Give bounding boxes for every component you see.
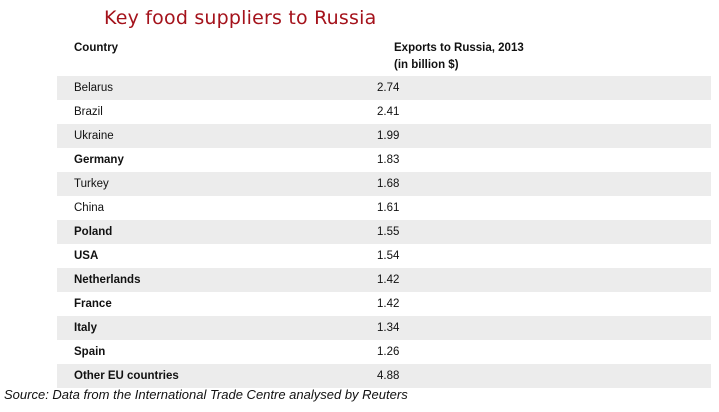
value-cell: 1.42 xyxy=(377,274,400,286)
table-row: Other EU countries 4.88 xyxy=(57,364,711,388)
country-cell: Brazil xyxy=(74,106,103,118)
value-cell: 1.26 xyxy=(377,346,400,358)
table-row: China 1.61 xyxy=(57,196,711,220)
value-cell: 1.83 xyxy=(377,154,400,166)
data-table: Belarus 2.74 Brazil 2.41 Ukraine 1.99 Germany 1… xyxy=(57,76,711,388)
country-cell: Germany xyxy=(74,154,124,166)
value-cell: 4.88 xyxy=(377,370,400,382)
table-row: Germany 1.83 xyxy=(57,148,711,172)
value-cell: 1.99 xyxy=(377,130,400,142)
country-cell: Belarus xyxy=(74,82,113,94)
value-cell: 1.54 xyxy=(377,250,400,262)
table-row: Brazil 2.41 xyxy=(57,100,711,124)
column-header-exports-unit: (in billion $) xyxy=(394,59,459,71)
table-row: Italy 1.34 xyxy=(57,316,711,340)
value-cell: 1.34 xyxy=(377,322,400,334)
country-cell: Ukraine xyxy=(74,130,114,142)
table-row: France 1.42 xyxy=(57,292,711,316)
value-cell: 1.42 xyxy=(377,298,400,310)
table-row: Poland 1.55 xyxy=(57,220,711,244)
country-cell: China xyxy=(74,202,105,214)
country-cell: Other EU countries xyxy=(74,370,179,382)
value-cell: 1.61 xyxy=(377,202,400,214)
column-header-country: Country xyxy=(74,40,118,57)
country-cell: France xyxy=(74,298,112,310)
country-cell: Italy xyxy=(74,322,98,334)
table-row: Turkey 1.68 xyxy=(57,172,711,196)
country-cell: Netherlands xyxy=(74,274,141,286)
column-header-exports: Exports to Russia, 2013 (in billion $) xyxy=(394,40,524,74)
chart-title: Key food suppliers to Russia xyxy=(104,7,377,29)
country-cell: Turkey xyxy=(74,178,109,190)
value-cell: 1.55 xyxy=(377,226,400,238)
value-cell: 2.74 xyxy=(377,82,400,94)
source-note: Source: Data from the International Trad… xyxy=(4,387,408,402)
country-cell: Poland xyxy=(74,226,113,238)
table-row: Netherlands 1.42 xyxy=(57,268,711,292)
table-row: Belarus 2.74 xyxy=(57,76,711,100)
value-cell: 2.41 xyxy=(377,106,400,118)
table-row: Spain 1.26 xyxy=(57,340,711,364)
column-header-country-label: Country xyxy=(74,42,119,54)
country-cell: USA xyxy=(74,250,99,262)
table-row: Ukraine 1.99 xyxy=(57,124,711,148)
country-cell: Spain xyxy=(74,346,106,358)
table-row: USA 1.54 xyxy=(57,244,711,268)
column-header-exports-label: Exports to Russia, 2013 xyxy=(394,42,524,54)
value-cell: 1.68 xyxy=(377,178,400,190)
